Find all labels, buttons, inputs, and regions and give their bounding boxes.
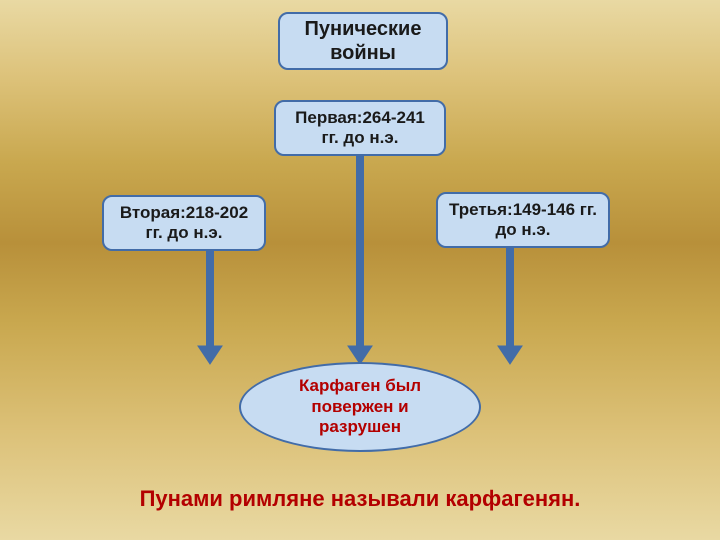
war-box-third: Третья:149-146 гг. до н.э. — [436, 192, 610, 248]
war-box-first: Первая:264-241 гг. до н.э. — [274, 100, 446, 156]
title-text: Пунические войны — [290, 17, 436, 65]
war-box-label: Третья:149-146 гг. до н.э. — [448, 200, 598, 241]
war-box-second: Вторая:218-202 гг. до н.э. — [102, 195, 266, 251]
result-ellipse: Карфаген был повержен и разрушен — [239, 362, 481, 452]
footer-text: Пунами римляне называли карфагенян. — [140, 486, 581, 511]
slide-background — [0, 0, 720, 540]
result-text: Карфаген был повержен и разрушен — [269, 376, 451, 437]
war-box-label: Первая:264-241 гг. до н.э. — [286, 108, 434, 149]
footer-caption: Пунами римляне называли карфагенян. — [0, 486, 720, 512]
war-box-label: Вторая:218-202 гг. до н.э. — [114, 203, 254, 244]
title-box: Пунические войны — [278, 12, 448, 70]
